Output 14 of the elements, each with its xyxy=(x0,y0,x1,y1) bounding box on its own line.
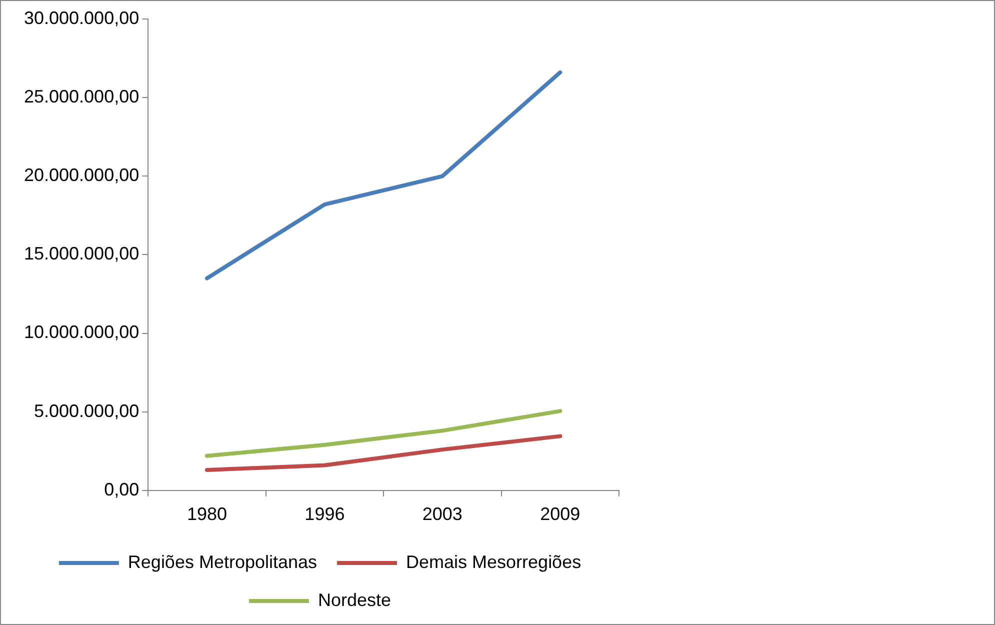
y-tick-label: 10.000.000,00 xyxy=(24,322,140,342)
y-tick-label: 5.000.000,00 xyxy=(34,400,140,421)
y-tick-label: 30.000.000,00 xyxy=(24,8,140,28)
legend-label: Demais Mesorregiões xyxy=(406,552,582,572)
x-tick-label: 1996 xyxy=(304,504,345,524)
x-tick-label: 1980 xyxy=(186,504,227,524)
x-tick-label: 2009 xyxy=(540,504,580,524)
legend-label: Regiões Metropolitanas xyxy=(128,552,318,572)
x-tick-label: 2003 xyxy=(422,504,462,524)
y-tick-label: 0,00 xyxy=(104,479,140,500)
legend-label: Nordeste xyxy=(318,590,392,610)
y-tick-label: 25.000.000,00 xyxy=(24,86,140,107)
y-tick-label: 20.000.000,00 xyxy=(24,165,140,186)
y-tick-label: 15.000.000,00 xyxy=(24,244,140,264)
